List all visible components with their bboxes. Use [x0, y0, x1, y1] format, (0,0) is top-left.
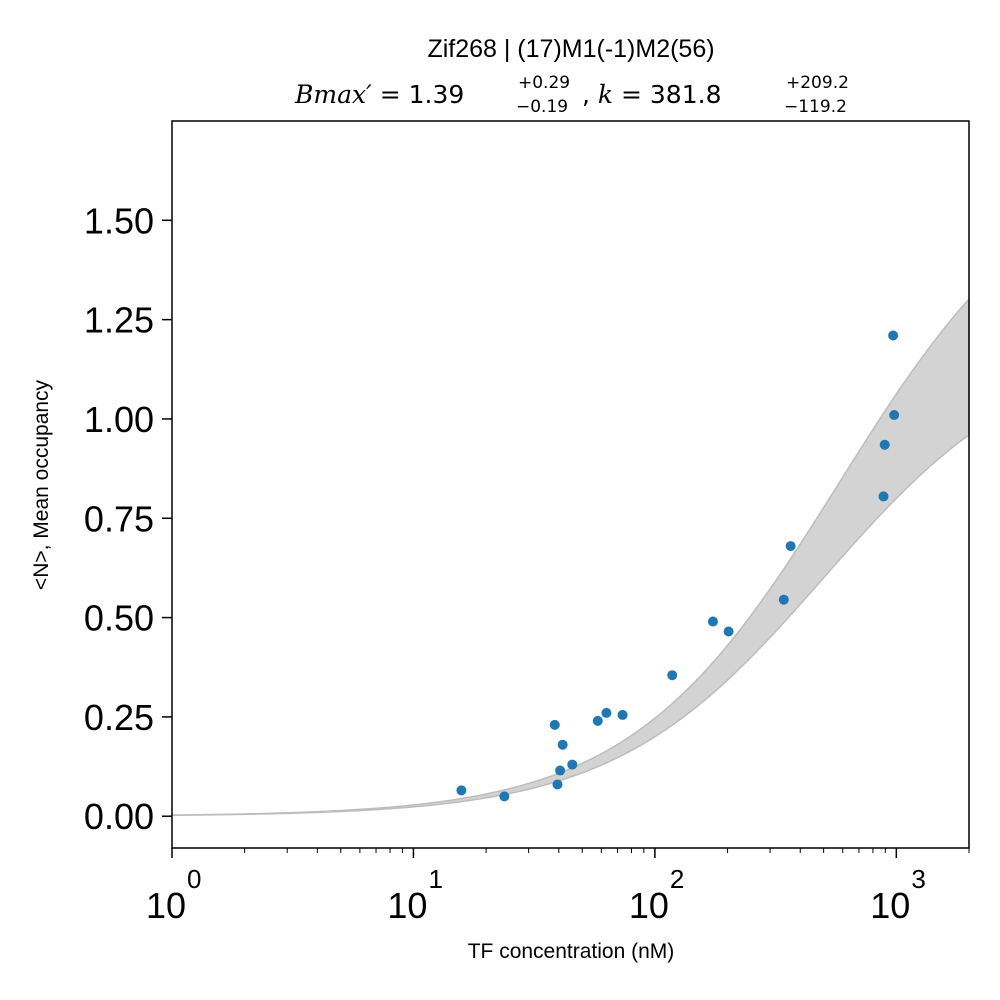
y-tick-label: 1.00: [84, 399, 154, 440]
subtitle-separator: ,: [582, 80, 598, 109]
data-point: [601, 707, 612, 718]
plot-frame: [171, 120, 970, 849]
data-point: [785, 541, 796, 552]
data-point: [557, 739, 568, 750]
data-point: [879, 439, 890, 450]
x-tick-label: 10: [870, 885, 910, 926]
data-point: [667, 670, 678, 681]
x-tick-exponent: 2: [670, 864, 684, 894]
confidence-band: [171, 297, 970, 817]
data-point: [456, 785, 467, 796]
data-point: [567, 759, 578, 770]
subtitle-bmax-value: 1.39: [409, 80, 465, 109]
subtitle-k-label: k =: [598, 80, 650, 109]
svg-text:Bmax′ = 1.39: Bmax′ = 1.39: [294, 80, 464, 109]
y-tick-label: 0.25: [84, 697, 154, 738]
subtitle-bmax-label: Bmax′ =: [294, 80, 409, 109]
data-point: [878, 491, 889, 502]
subtitle-k-plus: +209.2: [786, 73, 849, 93]
x-tick-exponent: 0: [187, 864, 201, 894]
subtitle-k-minus: −119.2: [784, 97, 847, 117]
data-point: [617, 709, 628, 720]
x-tick-label: 10: [146, 885, 186, 926]
data-point: [707, 616, 718, 627]
chart-subtitle: Bmax′ = 1.39 +0.29 −0.19 , k = 381.8 +20…: [294, 73, 849, 117]
svg-text:, k = 381.8: , k = 381.8: [582, 80, 721, 109]
y-axis-label: <N>, Mean occupancy: [30, 379, 53, 590]
subtitle-k-value: 381.8: [650, 80, 722, 109]
subtitle-bmax-minus: −0.19: [516, 97, 568, 117]
data-point: [555, 765, 566, 776]
x-tick-label: 10: [629, 885, 669, 926]
y-tick-label: 1.50: [84, 200, 154, 241]
data-point: [549, 719, 560, 730]
data-points-layer: [456, 330, 900, 802]
data-point: [552, 779, 563, 790]
chart-title: Zif268 | (17)M1(-1)M2(56): [427, 35, 714, 63]
data-point: [889, 409, 900, 420]
x-tick-label: 10: [387, 885, 427, 926]
data-point: [888, 330, 899, 341]
y-tick-label: 0.50: [84, 598, 154, 639]
data-point: [778, 594, 789, 605]
y-tick-label: 0.75: [84, 498, 154, 539]
data-point: [592, 715, 603, 726]
confidence-band-layer: [171, 297, 970, 817]
subtitle-bmax-plus: +0.29: [518, 73, 570, 93]
x-axis-label: TF concentration (nM): [468, 940, 675, 963]
y-axis-ticks: 0.00 0.25 0.50 0.75 1.00 1.25 1.50: [84, 200, 172, 837]
y-tick-label: 0.00: [84, 796, 154, 837]
data-point: [723, 626, 734, 637]
x-tick-exponent: 1: [428, 864, 442, 894]
y-tick-label: 1.25: [84, 300, 154, 341]
x-tick-exponent: 3: [911, 864, 925, 894]
data-point: [499, 791, 510, 802]
